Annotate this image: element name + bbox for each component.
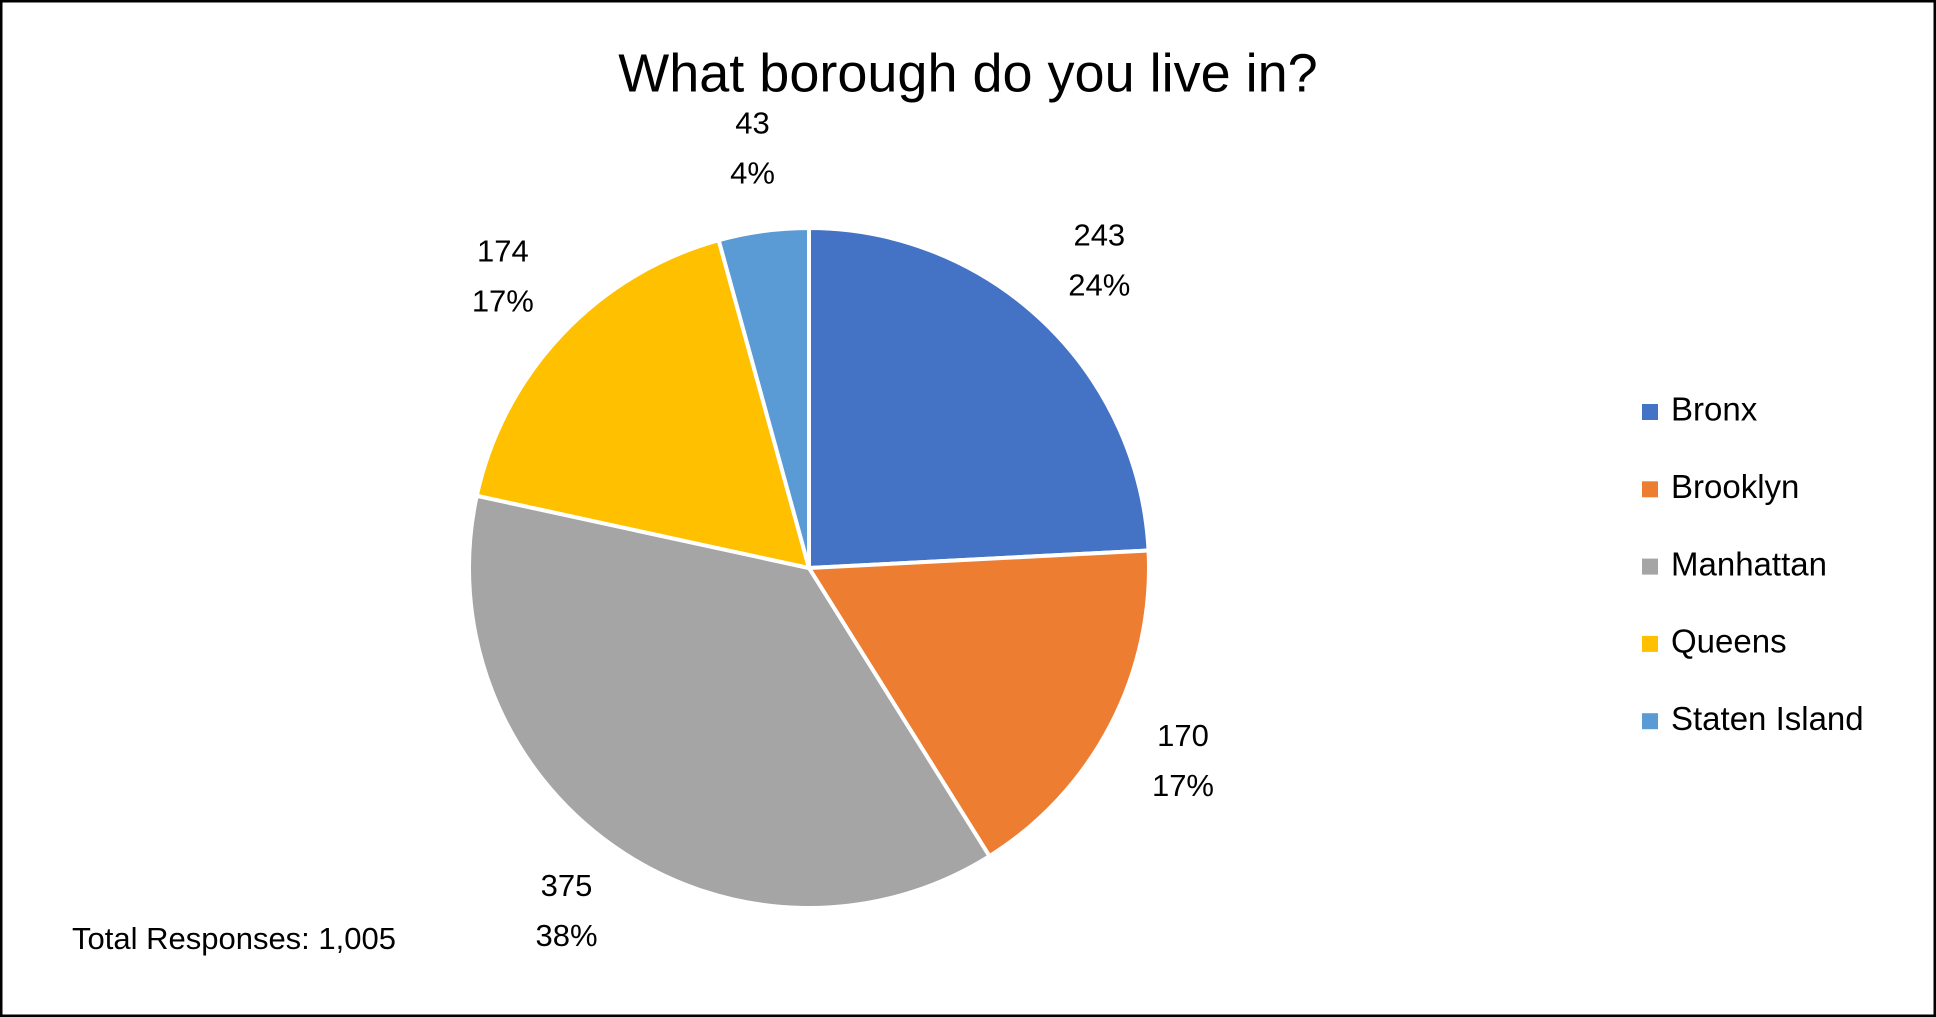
legend-label: Manhattan xyxy=(1671,545,1827,582)
data-label: 375 xyxy=(541,868,593,903)
annotation: Total Responses: 1,005 xyxy=(72,921,396,956)
legend-swatch xyxy=(1642,481,1658,498)
percent-label: 17% xyxy=(1152,768,1214,803)
pie-slice xyxy=(474,237,812,571)
legend-label: Staten Island xyxy=(1671,700,1864,737)
legend-swatch xyxy=(1642,558,1658,575)
legend-label: Brooklyn xyxy=(1671,468,1799,505)
percent-label: 24% xyxy=(1068,267,1130,302)
legend-swatch xyxy=(1642,404,1658,420)
legend-swatch xyxy=(1642,635,1658,652)
pie-slice xyxy=(716,225,811,569)
percent-label: 38% xyxy=(536,918,598,953)
pie-slice xyxy=(805,548,1151,859)
data-label: 43 xyxy=(735,105,769,140)
data-label: 174 xyxy=(477,233,529,268)
data-label: 243 xyxy=(1073,217,1125,252)
percent-label: 4% xyxy=(730,155,775,190)
pie-slice xyxy=(807,225,1151,571)
legend-label: Queens xyxy=(1671,623,1787,660)
legend-label: Bronx xyxy=(1671,391,1758,428)
percent-label: 17% xyxy=(472,283,534,318)
pie-slice xyxy=(467,493,993,910)
data-label: 170 xyxy=(1157,718,1209,753)
legend-swatch xyxy=(1642,713,1658,730)
chart-title: What borough do you live in? xyxy=(618,43,1317,103)
